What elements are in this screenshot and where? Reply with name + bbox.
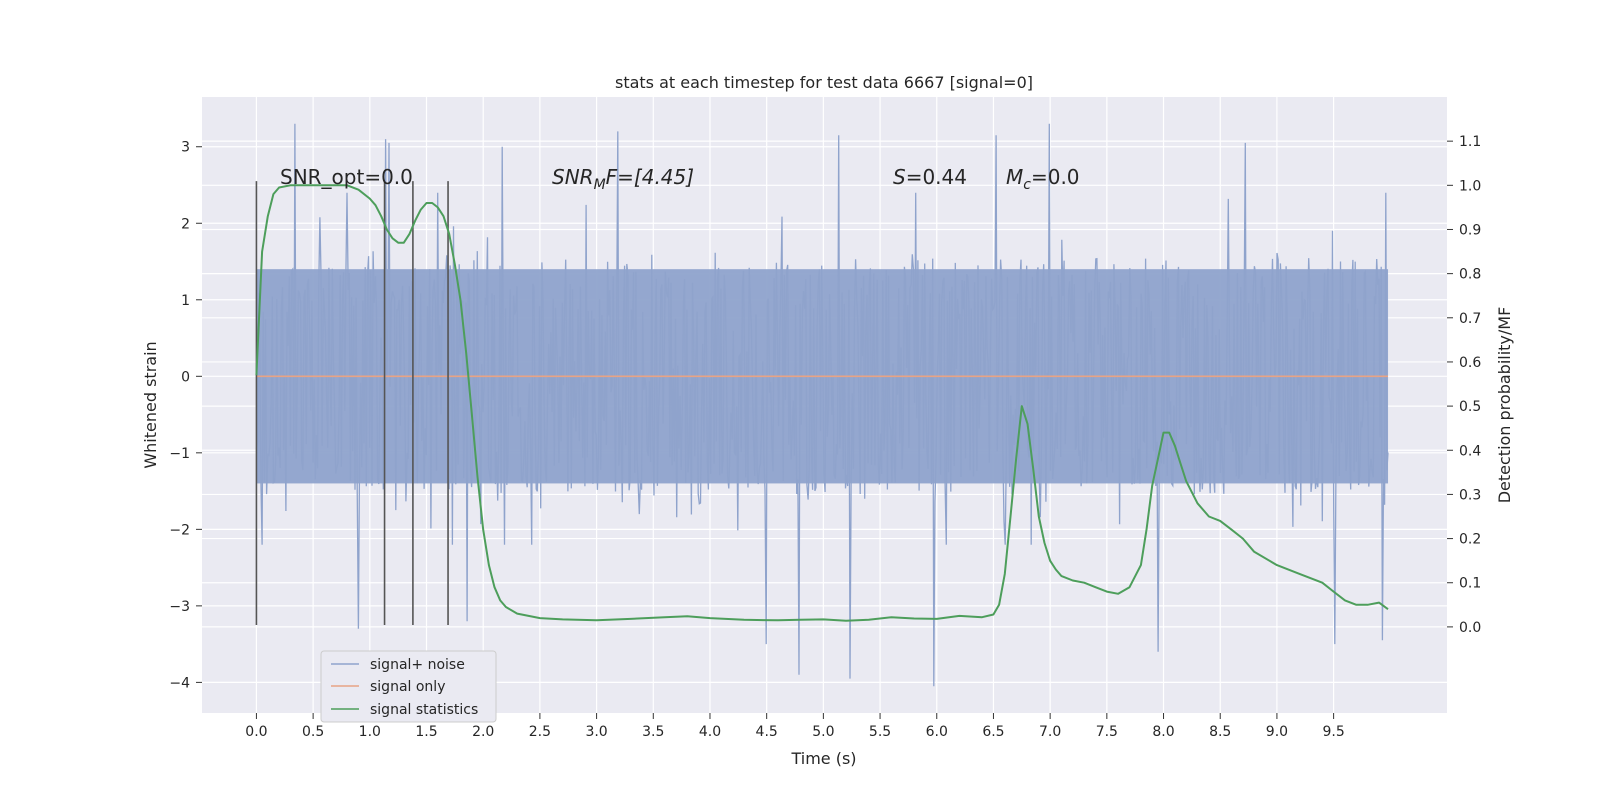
s-main: S: [893, 165, 906, 189]
mc-annotation: Mc=0.0: [1006, 165, 1080, 193]
y2-axis-ticks: 1.1 1.0 0.9 0.8 0.7 0.6 0.5 0.4 0.3 0.2 0.1 0.0: [1447, 134, 1481, 636]
x-tick-label: 2.0: [472, 724, 494, 740]
y2-tick-label: 0.3: [1459, 487, 1481, 503]
y2-tick-label: 0.8: [1459, 267, 1481, 283]
legend-label-statistics: signal statistics: [370, 702, 478, 718]
x-tick-label: 6.5: [982, 724, 1004, 740]
y-axis-label: Whitened strain: [141, 341, 160, 468]
x-tick-label: 3.5: [642, 724, 664, 740]
y2-tick-label: 0.1: [1459, 576, 1481, 592]
y-tick-label: 3: [181, 140, 190, 156]
x-tick-label: 5.5: [869, 724, 891, 740]
x-tick-label: 0.0: [245, 724, 267, 740]
noise-trace: [255, 123, 1389, 687]
x-tick-label: 1.0: [359, 724, 381, 740]
signal-statistics-line: [255, 184, 1389, 622]
snr-mf-main: SNR: [552, 165, 594, 189]
x-axis-label: Time (s): [790, 749, 856, 768]
y-tick-label: 1: [181, 293, 190, 309]
y-tick-label: −2: [169, 522, 190, 538]
y-tick-label: −4: [169, 675, 190, 691]
legend-label-signal: signal only: [370, 679, 445, 695]
signal-statistics-series: [255, 184, 1389, 622]
y-tick-label: −3: [169, 599, 190, 615]
x-tick-label: 4.0: [699, 724, 721, 740]
y-tick-label: 2: [181, 216, 190, 232]
snr-mf-subscript: M: [594, 177, 606, 193]
legend: signal+ noise signal only signal statist…: [320, 650, 497, 723]
y2-tick-label: 0.6: [1459, 355, 1481, 371]
snr-mf-annotation: SNRMF=[4.45]: [552, 165, 694, 193]
x-tick-label: 2.5: [529, 724, 551, 740]
snr-opt-annotation: SNR_opt=0.0: [280, 165, 413, 189]
mc-rest: =0.0: [1031, 165, 1080, 189]
x-tick-label: 6.0: [926, 724, 948, 740]
y-axis-ticks: 3 2 1 0 −1 −2 −3 −4: [169, 140, 202, 691]
y2-tick-label: 0.0: [1459, 620, 1481, 636]
x-tick-label: 8.0: [1152, 724, 1174, 740]
y-tick-label: 0: [181, 369, 190, 385]
mc-subscript: c: [1023, 177, 1031, 193]
x-tick-label: 7.5: [1096, 724, 1118, 740]
legend-label-noise: signal+ noise: [370, 657, 465, 673]
event-markers: [255, 181, 449, 625]
x-tick-label: 9.5: [1322, 724, 1344, 740]
y2-tick-label: 0.5: [1459, 399, 1481, 415]
chart-title: stats at each timestep for test data 666…: [615, 73, 1033, 92]
x-tick-label: 9.0: [1266, 724, 1288, 740]
x-tick-label: 7.0: [1039, 724, 1061, 740]
mc-main: M: [1006, 165, 1023, 189]
legend-box: [320, 650, 497, 723]
y2-tick-label: 0.4: [1459, 443, 1481, 459]
y2-tick-label: 1.0: [1459, 178, 1481, 194]
y2-tick-label: 0.7: [1459, 311, 1481, 327]
s-rest: =0.44: [906, 165, 967, 189]
snr-mf-rest: F=[4.45]: [606, 165, 694, 189]
x-tick-label: 3.0: [585, 724, 607, 740]
x-tick-label: 8.5: [1209, 724, 1231, 740]
y2-tick-label: 1.1: [1459, 134, 1481, 150]
x-tick-label: 0.5: [302, 724, 324, 740]
y2-tick-label: 0.9: [1459, 222, 1481, 238]
y-tick-label: −1: [169, 446, 190, 462]
y2-tick-label: 0.2: [1459, 532, 1481, 548]
y2-axis-label: Detection probability/MF: [1495, 307, 1514, 504]
x-tick-label: 1.5: [415, 724, 437, 740]
x-axis-ticks: 0.0 0.5 1.0 1.5 2.0 2.5 3.0 3.5 4.0 4.5 5.0 5.5 6.0 6…: [245, 713, 1345, 740]
x-tick-label: 5.0: [812, 724, 834, 740]
x-tick-label: 4.5: [756, 724, 778, 740]
s-annotation: S=0.44: [893, 165, 967, 189]
